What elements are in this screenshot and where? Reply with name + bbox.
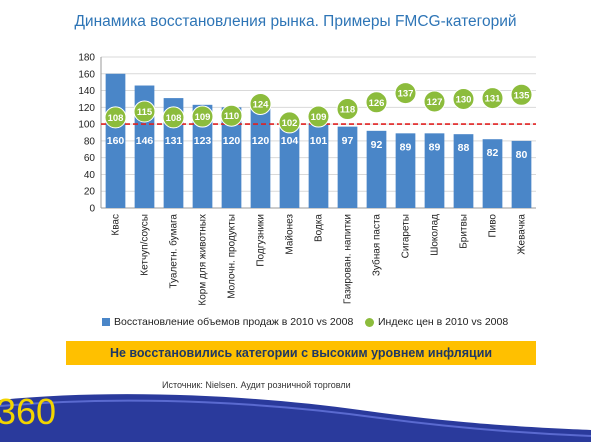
bar-value-label: 131 [165,135,183,147]
x-category-label: Кетчуп/соусы [140,214,151,276]
bar [453,134,474,208]
bar [424,133,445,208]
price-index-label: 130 [456,94,472,105]
chart-title: Динамика восстановления рынка. Примеры F… [74,13,517,30]
price-index-point [104,106,127,129]
footer-decoration: 360 [0,391,591,442]
bar [482,139,503,208]
price-index-label: 127 [427,97,443,108]
price-index-point [423,90,446,113]
price-index-point [220,104,243,127]
price-index-label: 124 [253,99,270,110]
bar [250,107,271,208]
bar-value-label: 89 [429,141,441,153]
bar-value-label: 146 [136,135,154,147]
bar-value-label: 92 [371,139,383,151]
legend-swatch-bar [102,318,110,326]
bar [221,107,242,208]
conclusion-banner: Не восстановились категории с высоким ур… [66,341,536,365]
y-tick-label: 80 [84,136,96,147]
x-category-label: Бритвы [459,214,470,249]
y-tick-label: 40 [84,170,96,181]
logo-360: 360 [0,391,56,432]
price-index-point [336,98,359,121]
price-index-label: 108 [108,113,124,124]
bar-value-label: 101 [310,135,328,147]
price-index-point [307,105,330,128]
price-index-point [162,106,185,129]
x-category-label: Жевачка [517,214,528,255]
price-index-point [249,92,272,115]
legend-label-sales: Восстановление объемов продаж в 2010 vs … [114,316,354,328]
y-tick-label: 120 [78,103,95,114]
x-category-label: Шоколад [430,214,441,256]
legend-label-price: Индекс цен в 2010 vs 2008 [378,316,509,328]
price-index-label: 131 [485,94,502,105]
bar-value-label: 120 [223,135,241,147]
x-category-label: Газирован. напитки [343,214,354,304]
price-index-label: 108 [166,113,182,124]
bar-value-label: 80 [516,149,528,161]
price-index-label: 135 [514,90,531,101]
footer-wave [0,394,591,442]
bar-value-label: 120 [252,135,270,147]
price-index-label: 126 [369,98,385,109]
price-index-point [394,82,417,105]
y-tick-label: 140 [78,86,95,97]
price-index-label: 109 [311,112,327,123]
price-index-label: 109 [195,112,211,123]
bar [337,126,358,208]
bar-value-label: 160 [107,135,125,147]
legend-item-sales: Восстановление объемов продаж в 2010 vs … [102,316,353,328]
price-index-point [510,83,533,106]
bar-value-label: 104 [281,135,299,147]
price-index-label: 137 [398,89,414,100]
bar [192,104,213,208]
price-index-point [365,91,388,114]
y-tick-label: 20 [84,187,96,198]
x-category-label: Пиво [488,214,499,238]
bar [279,120,300,208]
bar-value-label: 97 [342,135,354,147]
price-index-point [191,105,214,128]
price-index-label: 102 [282,118,298,129]
source-note: Источник: Nielsen. Аудит розничной торго… [162,380,351,390]
y-tick-label: 0 [89,204,95,215]
x-category-label: Зубная паста [371,214,383,277]
x-category-label: Подгузники [256,214,267,267]
x-category-label: Майонез [285,214,296,255]
y-tick-label: 60 [84,153,96,164]
price-index-point [133,100,156,123]
y-tick-label: 100 [78,120,95,131]
price-index-point [452,87,475,110]
x-category-label: Корм для животных [198,214,209,306]
price-index-label: 110 [224,111,239,122]
x-category-label: Водка [314,214,325,242]
bar [366,130,387,208]
x-category-label: Сигареты [401,214,412,258]
bar-value-label: 123 [194,135,212,147]
price-index-point [278,111,301,134]
bar [308,123,329,208]
y-tick-label: 160 [78,69,95,80]
x-category-label: Туалетн. бумага [168,214,180,289]
x-category-label: Квас [111,214,122,236]
bar-value-label: 89 [400,141,412,153]
legend-swatch-dot [365,317,374,327]
bar [511,140,532,208]
price-index-label: 118 [340,105,355,116]
legend-item-price: Индекс цен в 2010 vs 2008 [365,316,508,328]
bar-value-label: 82 [487,147,499,159]
price-index-label: 115 [137,107,153,118]
y-tick-label: 180 [78,53,95,64]
bar [395,133,416,208]
footer-wave-line [0,399,591,437]
bar [105,73,126,209]
x-category-label: Молочн. продукты [227,214,238,299]
price-index-point [481,87,504,110]
bar-value-label: 88 [458,142,470,154]
